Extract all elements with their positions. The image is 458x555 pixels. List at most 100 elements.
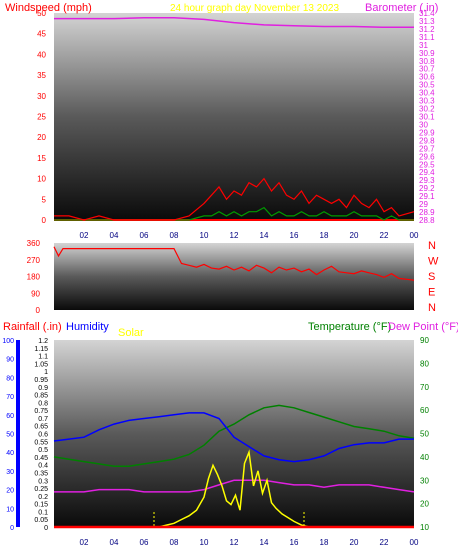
barometer-tick-label: 31	[419, 41, 428, 50]
wind-x-tick-labels: 02 04 06 08 10 12 14 16 18 20 22 00	[80, 231, 419, 240]
compass-label: N	[428, 302, 436, 314]
humidity-tick-label: 100	[2, 338, 14, 345]
windspeed-tick-label: 20	[37, 133, 46, 142]
humidity-tick-label: 80	[6, 375, 14, 382]
barometer-tick-label: 29.2	[419, 184, 435, 193]
rainfall-tick-labels: 00.050.10.150.20.250.30.350.40.450.50.55…	[34, 338, 48, 532]
temperature-tick-label: 80	[420, 359, 429, 368]
temperature-tick-label: 90	[420, 336, 429, 345]
x-tick-label: 02	[80, 231, 89, 240]
barometer-tick-label: 30	[419, 120, 428, 129]
windspeed-tick-label: 5	[42, 195, 47, 204]
rainfall-tick-label: 0.55	[34, 439, 48, 446]
x-tick-label: 08	[170, 538, 179, 547]
x-tick-label: 20	[350, 231, 359, 240]
rainfall-tick-label: 0.15	[34, 502, 48, 509]
x-tick-label: 16	[290, 231, 299, 240]
rainfall-tick-label: 0.95	[34, 377, 48, 384]
wind-gust-series-line	[54, 206, 414, 221]
wind-panel-plot-area	[54, 13, 414, 220]
rainfall-tick-label: 0.7	[38, 416, 48, 423]
barometer-tick-label: 29.5	[419, 160, 435, 169]
temperature-tick-label: 20	[420, 500, 429, 509]
barometer-tick-label: 30.7	[419, 65, 435, 74]
temperature-tick-label: 60	[420, 406, 429, 415]
rainfall-tick-label: 1.05	[34, 361, 48, 368]
barometer-tick-label: 28.8	[419, 216, 435, 225]
temperature-tick-label: 10	[420, 523, 429, 532]
rainfall-tick-label: 1.2	[38, 338, 48, 345]
barometer-tick-labels: 28.828.92929.129.229.329.429.529.629.729…	[419, 9, 435, 225]
direction-tick-label: 90	[31, 289, 40, 298]
x-tick-label: 12	[230, 231, 239, 240]
barometer-tick-label: 29.9	[419, 128, 435, 137]
x-tick-label: 00	[410, 231, 419, 240]
dew-point-series-line	[54, 479, 415, 493]
rainfall-tick-label: 0.1	[38, 509, 48, 516]
humidity-tick-label: 90	[6, 357, 14, 364]
windspeed-tick-label: 0	[42, 216, 47, 225]
rainfall-tick-label: 0.65	[34, 424, 48, 431]
barometer-tick-label: 30.9	[419, 49, 435, 58]
climate-panel-plot-area	[54, 340, 414, 527]
barometer-tick-label: 31.4	[419, 9, 435, 18]
wind-direction-series-line	[53, 246, 415, 281]
barometer-tick-label: 28.9	[419, 208, 435, 217]
climate-x-tick-labels: 02 04 06 08 10 12 14 16 18 20 22 00	[80, 538, 419, 547]
windspeed-tick-label: 10	[37, 175, 46, 184]
humidity-tick-label: 0	[10, 525, 14, 532]
humidity-tick-label: 60	[6, 413, 14, 420]
windspeed-axis-title: Windspeed (mph)	[5, 2, 92, 14]
x-tick-label: 22	[380, 231, 389, 240]
x-tick-label: 16	[290, 538, 299, 547]
humidity-tick-label: 10	[6, 506, 14, 513]
x-tick-label: 06	[140, 538, 149, 547]
x-tick-label: 08	[170, 231, 179, 240]
barometer-tick-label: 29.1	[419, 192, 435, 201]
barometer-tick-label: 30.2	[419, 105, 435, 114]
rainfall-tick-label: 0	[44, 525, 48, 532]
rainfall-tick-label: 0.45	[34, 455, 48, 462]
windspeed-tick-label: 25	[37, 113, 46, 122]
humidity-series-line	[53, 412, 414, 463]
humidity-tick-label: 20	[6, 488, 14, 495]
barometer-tick-label: 31.2	[419, 25, 435, 34]
dew-point-axis-title: Dew Point (°F)	[388, 321, 458, 333]
x-tick-label: 06	[140, 231, 149, 240]
barometer-tick-label: 31.3	[419, 17, 435, 26]
barometer-tick-label: 29.7	[419, 144, 435, 153]
barometer-tick-label: 30.5	[419, 81, 435, 90]
solar-axis-title: Solar	[118, 327, 144, 339]
direction-tick-label: 360	[27, 239, 41, 248]
barometer-tick-label: 30.1	[419, 113, 435, 122]
barometer-tick-label: 30.6	[419, 73, 435, 82]
barometer-axis-title: Barometer (.in)	[365, 2, 438, 14]
temperature-tick-label: 30	[420, 476, 429, 485]
compass-label: N	[428, 240, 436, 252]
rainfall-tick-label: 0.6	[38, 432, 48, 439]
temperature-tick-label: 50	[420, 430, 429, 439]
windspeed-tick-labels: 0 5 10 15 20 25 30 35 40 45 50	[37, 9, 46, 225]
temperature-series-line	[53, 404, 415, 467]
humidity-tick-label: 70	[6, 394, 14, 401]
windspeed-tick-label: 15	[37, 154, 46, 163]
rainfall-tick-label: 0.9	[38, 385, 48, 392]
x-tick-label: 04	[110, 231, 119, 240]
direction-tick-labels: 0 90 180 270 360	[27, 239, 41, 315]
direction-panel-plot-area	[54, 243, 414, 310]
direction-tick-label: 180	[27, 273, 41, 282]
x-tick-label: 14	[260, 231, 269, 240]
barometer-tick-label: 29.3	[419, 176, 435, 185]
windspeed-tick-label: 45	[37, 30, 46, 39]
rainfall-tick-label: 1	[44, 369, 48, 376]
x-tick-label: 04	[110, 538, 119, 547]
humidity-axis-bar	[16, 340, 20, 527]
x-tick-label: 18	[320, 231, 329, 240]
barometer-tick-label: 29.4	[419, 168, 435, 177]
windspeed-tick-label: 30	[37, 92, 46, 101]
compass-label: S	[428, 271, 435, 283]
windspeed-tick-label: 35	[37, 71, 46, 80]
x-tick-label: 12	[230, 538, 239, 547]
